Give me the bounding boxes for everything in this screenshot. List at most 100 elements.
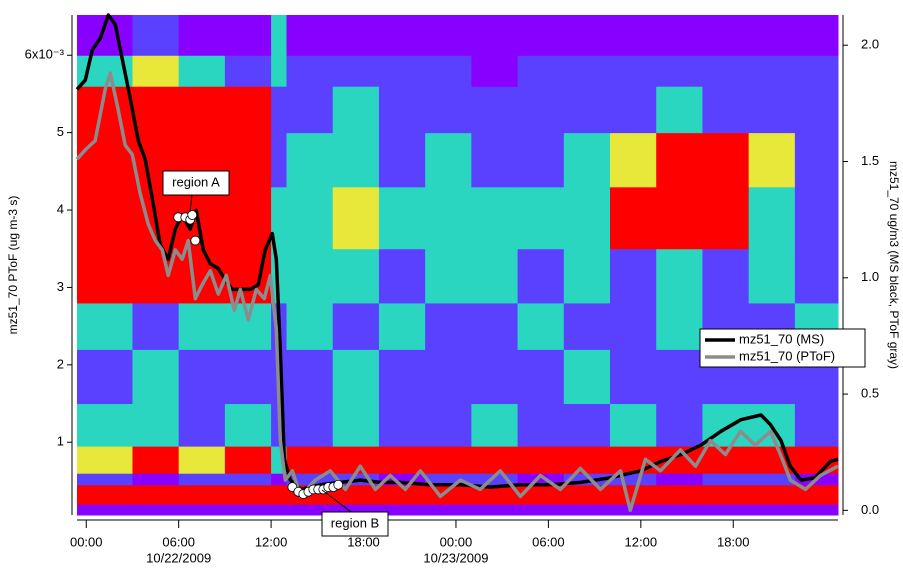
heatmap-cell — [271, 55, 288, 87]
heatmap-cell — [794, 248, 839, 304]
heatmap-cell — [656, 15, 703, 56]
heatmap-cell — [378, 15, 426, 56]
heatmap-cell — [332, 186, 380, 250]
heatmap-cell — [563, 504, 611, 516]
heatmap-cell — [224, 349, 272, 405]
y-axis-label: mz51_70 PToF (ug m-3 s) — [6, 196, 20, 335]
heatmap-cell — [794, 15, 839, 56]
heatmap-cell — [425, 248, 472, 304]
heatmap-cell — [563, 15, 611, 56]
heatmap-cell — [378, 86, 426, 134]
heatmap-cell — [794, 403, 839, 447]
heatmap-cell — [517, 186, 565, 250]
annotation-box — [321, 511, 389, 537]
region-marker — [187, 210, 198, 220]
heatmap-cell — [332, 403, 380, 447]
heatmap-cell — [656, 403, 703, 447]
y-tick-label: 1 — [57, 434, 64, 449]
heatmap-cell — [702, 446, 750, 474]
heatmap-cell — [563, 248, 611, 304]
heatmap-cell — [563, 349, 611, 405]
line-series — [75, 13, 839, 492]
y2-tick-label: 0.5 — [861, 386, 879, 401]
heatmap-cell — [702, 55, 750, 87]
x-tick-label: 00:00 — [440, 534, 473, 549]
y2-tick-label: 1.0 — [861, 269, 879, 284]
heatmap-cell — [132, 302, 180, 350]
heatmap-cell — [271, 473, 288, 486]
heatmap-cell — [702, 186, 750, 250]
legend-label: mz51_70 (PToF) — [739, 348, 835, 363]
heatmap-cell — [286, 86, 334, 134]
heatmap-cell — [286, 403, 334, 447]
heatmap-cell — [178, 484, 226, 505]
heatmap-cell — [271, 484, 288, 505]
heatmap-cell — [132, 484, 180, 505]
heatmap-cell — [563, 132, 611, 188]
heatmap-cell — [224, 473, 272, 486]
heatmap-cell — [286, 15, 334, 56]
heatmap-cell — [610, 403, 657, 447]
y-tick-label: 6x10⁻³ — [25, 47, 65, 62]
heatmap-cell — [748, 248, 796, 304]
heatmap-cell — [378, 248, 426, 304]
heatmap-cell — [517, 302, 565, 350]
heatmap-cell — [517, 55, 565, 87]
heatmap-cell — [563, 86, 611, 134]
heatmap-cell — [748, 504, 796, 516]
x-tick-label: 06:00 — [162, 534, 195, 549]
heatmap-cell — [610, 248, 657, 304]
heatmap-cell — [471, 504, 519, 516]
heatmap-cell — [378, 186, 426, 250]
heatmap-cell — [471, 349, 519, 405]
heatmap-cell — [378, 132, 426, 188]
heatmap-cell — [517, 15, 565, 56]
heatmap-cell — [471, 55, 519, 87]
heatmap-cell — [517, 349, 565, 405]
heatmap-cell — [656, 55, 703, 87]
heatmap-cell — [286, 349, 334, 405]
heatmap-cell — [471, 186, 519, 250]
heatmap-cell — [132, 403, 180, 447]
heatmap-cell — [656, 186, 703, 250]
heatmap-cell — [271, 132, 288, 188]
annotation-text: region A — [172, 174, 220, 189]
heatmap-cell — [271, 504, 288, 516]
x-tick-label: 18:00 — [717, 534, 750, 549]
heatmap-cell — [132, 473, 180, 486]
heatmap-cell — [610, 132, 657, 188]
heatmap-cell — [378, 403, 426, 447]
heatmap-cell — [425, 446, 472, 474]
heatmap-cell — [563, 55, 611, 87]
heatmap-cell — [132, 349, 180, 405]
heatmap-cell — [794, 55, 839, 87]
heatmap-cell — [517, 504, 565, 516]
heatmap-cell — [132, 55, 180, 87]
heatmap-cell — [132, 15, 180, 56]
heatmap-cell — [517, 446, 565, 474]
heatmap-cell — [425, 132, 472, 188]
heatmap-cell — [224, 403, 272, 447]
heatmap-cell — [286, 302, 334, 350]
heatmap-cell — [656, 484, 703, 505]
heatmap-cell — [425, 302, 472, 350]
heatmap-cell — [517, 403, 565, 447]
heatmap-cell — [178, 15, 226, 56]
heatmap-cell — [132, 86, 180, 134]
heatmap-cell — [471, 403, 519, 447]
heatmap-cell — [286, 446, 334, 474]
heatmap-cell — [378, 484, 426, 505]
heatmap-cell — [702, 15, 750, 56]
heatmap-cell — [471, 132, 519, 188]
heatmap-cell — [517, 484, 565, 505]
heatmap-cell — [286, 186, 334, 250]
heatmap-cell — [610, 349, 657, 405]
heatmap-cell — [332, 55, 380, 87]
heatmap-cell — [794, 504, 839, 516]
heatmap-cell — [656, 349, 703, 405]
heatmap-cell — [425, 15, 472, 56]
y-tick-label: 5 — [57, 124, 64, 139]
heatmap-cell — [794, 132, 839, 188]
heatmap-cell — [702, 248, 750, 304]
